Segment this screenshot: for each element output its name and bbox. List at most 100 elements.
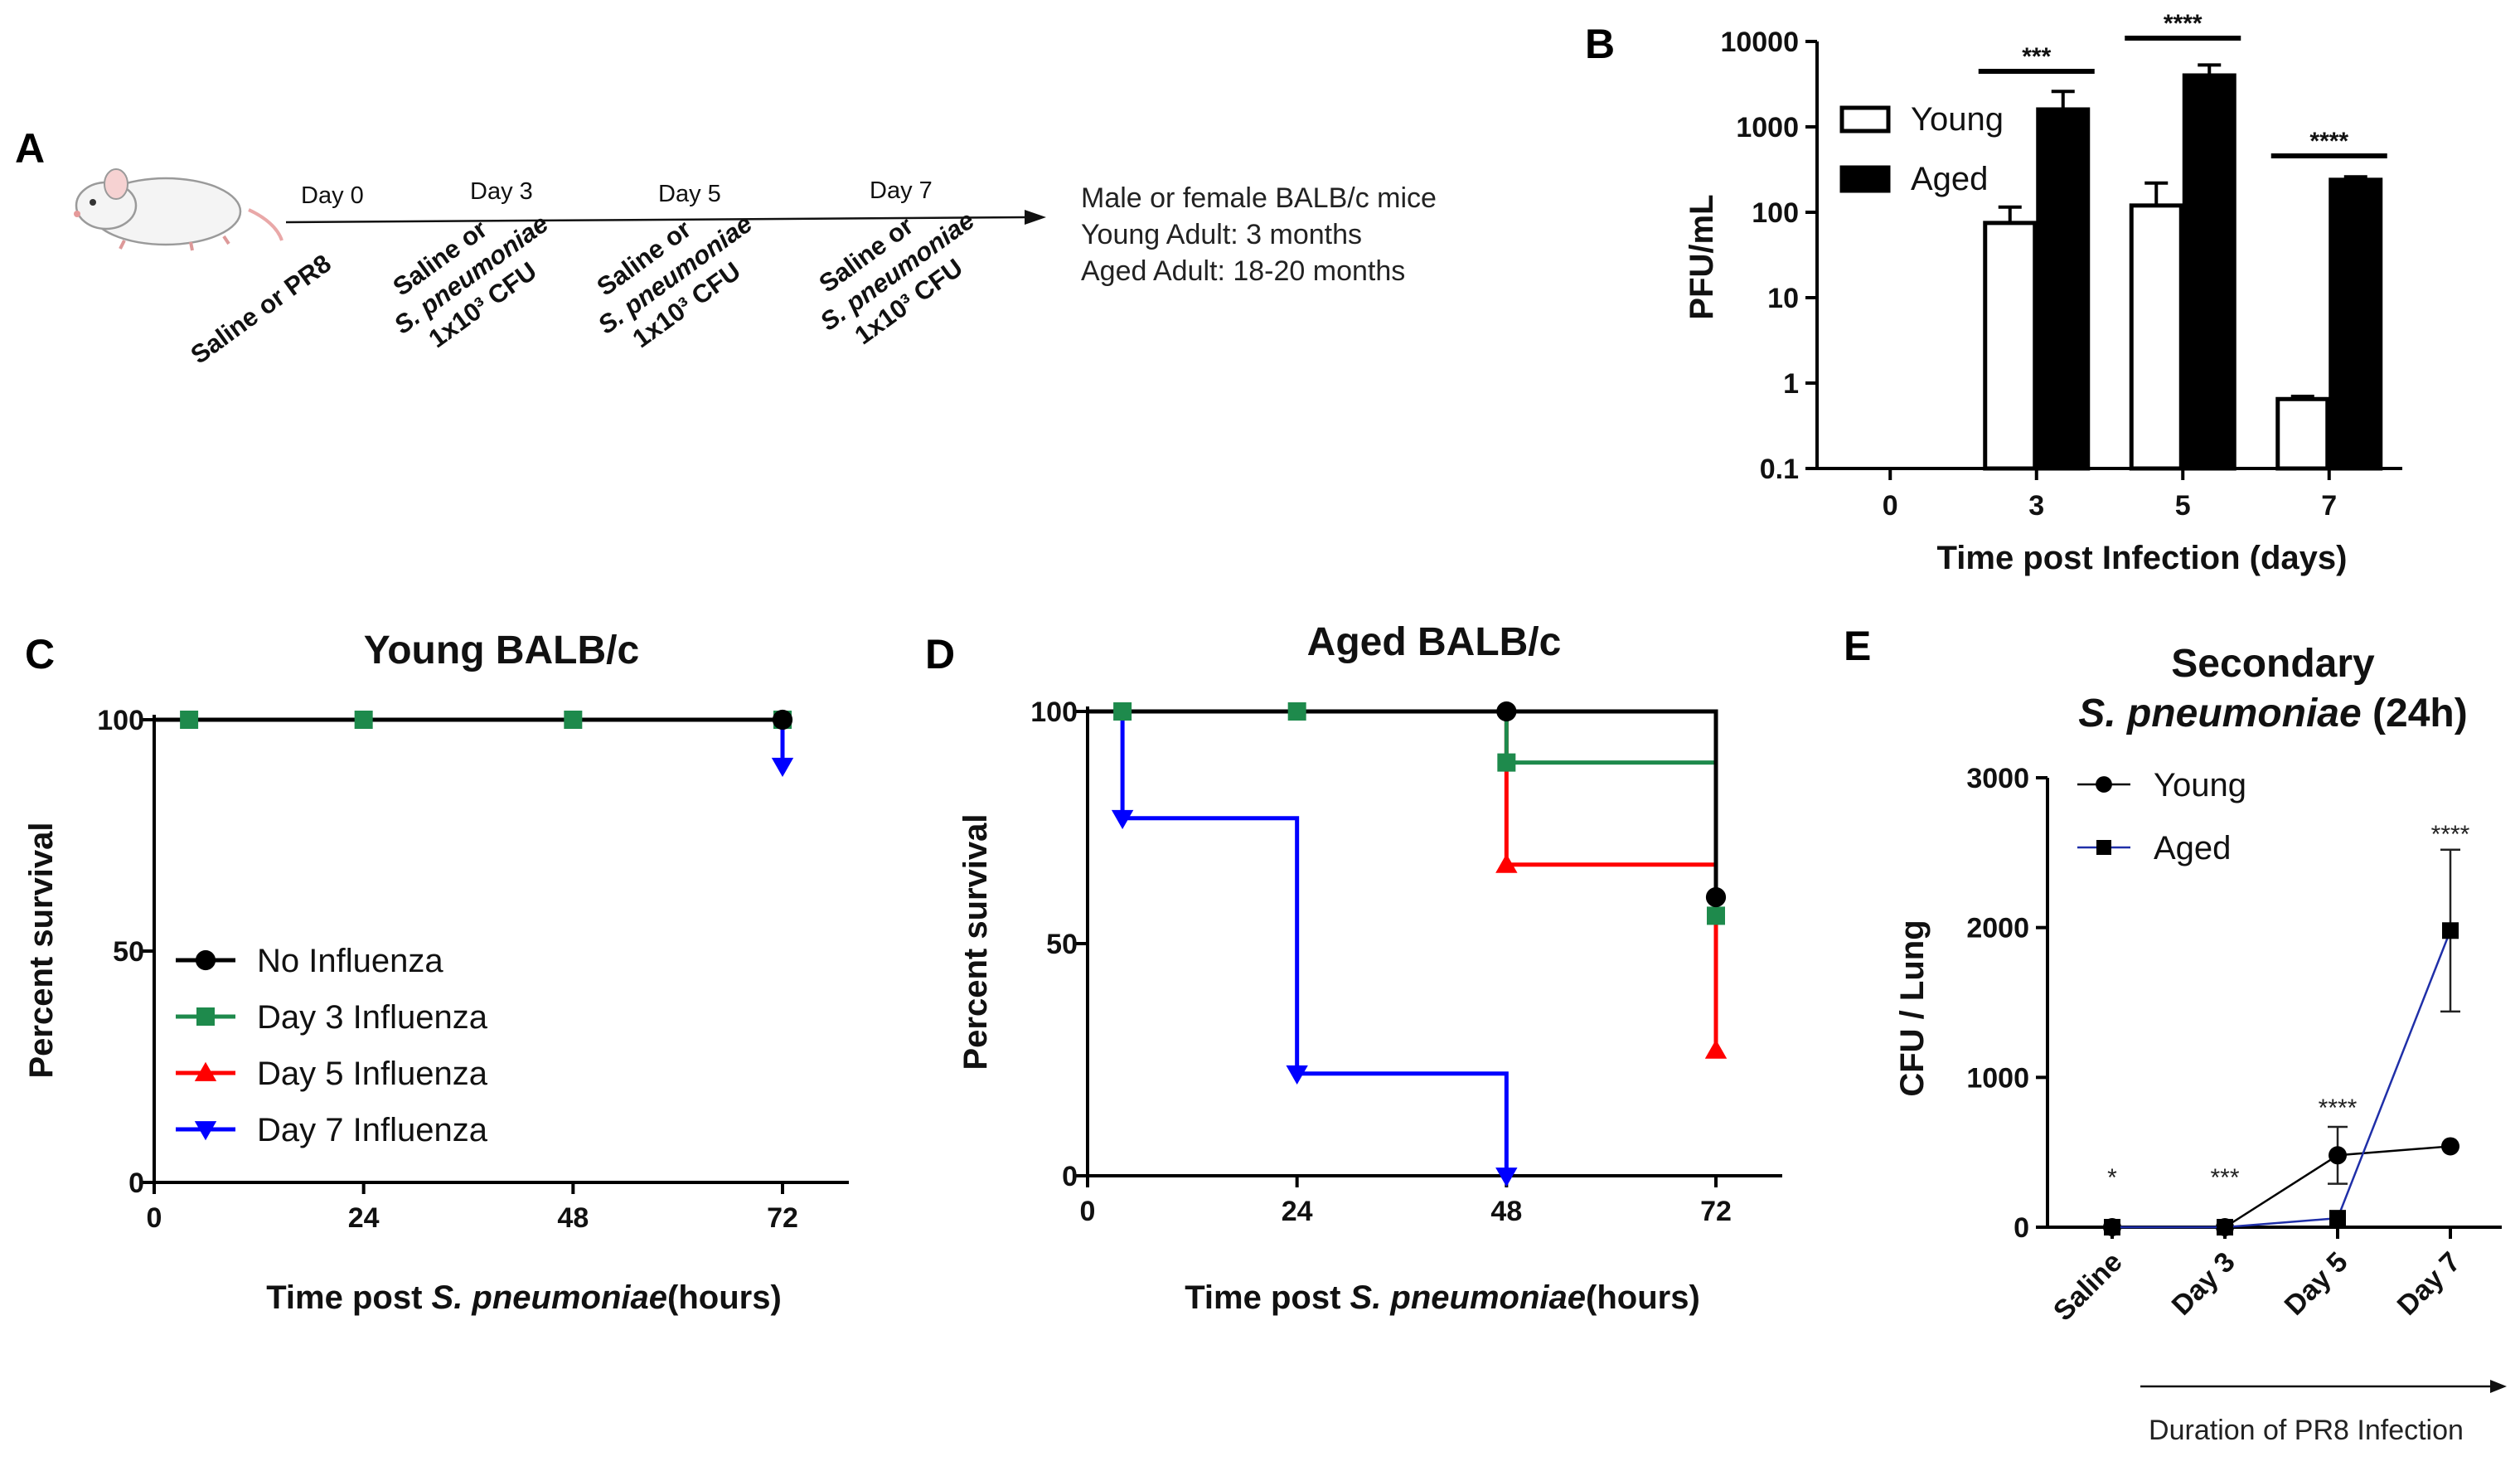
panel-e-marker-1 — [2442, 922, 2459, 939]
panel-c-xlabel-suffix: (hours) — [667, 1279, 782, 1316]
panel-b-ytick-label: 100 — [1752, 197, 1799, 229]
mouse-icon — [74, 168, 284, 251]
panel-d-xlabel-italic: S. pneumoniae — [1350, 1279, 1587, 1316]
panel-c-xlabel: Time post S. pneumoniae(hours) — [266, 1279, 782, 1316]
panel-a: A Day 0 Day 3 Day 5 Day 7 Saline or PR8 … — [15, 125, 1437, 370]
panel-d-ylabel: Percent survival — [957, 813, 994, 1070]
timeline-day5: Day 5 — [658, 181, 721, 207]
treatment-day5: Saline or S. pneumoniae 1x10³ CFU — [592, 209, 758, 354]
panel-e-xtick-label: Saline — [2048, 1246, 2129, 1328]
legend-marker-0 — [195, 949, 216, 971]
panel-d-plot: 0 50 100 0 24 48 72 — [1030, 697, 1782, 1227]
duration-arrow-head — [2490, 1380, 2507, 1393]
panel-b-legend: Young Aged — [1839, 101, 2004, 197]
panel-e-marker-1 — [2104, 1219, 2120, 1235]
panel-e-footer: Duration of PR8 Infection — [2149, 1415, 2464, 1446]
panel-e-legend-marker-0 — [2096, 776, 2112, 793]
panel-c-marker-1 — [354, 711, 373, 729]
panel-b-xtick-label: 0 — [1883, 490, 1898, 522]
panel-b-xtick-label: 3 — [2028, 490, 2044, 522]
panel-d-xtick-label: 48 — [1490, 1196, 1522, 1227]
legend-label-1: Day 3 Influenza — [257, 999, 488, 1036]
timeline-day7: Day 7 — [870, 177, 933, 204]
panel-c-ylabel: Percent survival — [23, 822, 60, 1078]
panel-d-marker-0 — [1705, 886, 1727, 908]
panel-c-title: Young BALB/c — [364, 629, 639, 672]
panel-e-sig-label: **** — [2431, 821, 2470, 848]
treatment-day7: Saline or S. pneumoniae 1x10³ CFU — [814, 206, 980, 351]
panel-c-marker-0 — [772, 709, 793, 731]
panel-b-bar-aged — [2182, 73, 2236, 471]
panel-d-ytick-label: 50 — [1046, 929, 1078, 960]
treatment-day0: Saline or PR8 — [186, 249, 337, 370]
panel-d-letter: D — [925, 631, 955, 677]
panel-c-marker-1 — [564, 711, 583, 729]
panel-b-sig-label: *** — [2022, 43, 2051, 70]
panel-c-line-3 — [154, 717, 785, 766]
panel-b-xtick-label: 7 — [2321, 490, 2337, 522]
panel-d-marker-2 — [1495, 853, 1518, 873]
panel-d-xlabel: Time post S. pneumoniae(hours) — [1185, 1279, 1700, 1316]
panel-c-xlabel-prefix: Time post — [266, 1279, 431, 1316]
panel-b-bar-young — [1983, 221, 2038, 471]
panel-a-letter: A — [15, 125, 45, 172]
panel-b-bar-aged — [2036, 107, 2091, 471]
panel-b-bar-aged — [2329, 177, 2383, 471]
panel-d-marker-1 — [1707, 906, 1725, 925]
panel-d-marker-1 — [1497, 753, 1516, 772]
panel-e-ytick-label: 1000 — [1966, 1062, 2029, 1094]
info-line-3: Aged Adult: 18-20 months — [1081, 255, 1405, 287]
info-line-2: Young Adult: 3 months — [1081, 219, 1362, 250]
panel-c-marker-3 — [771, 757, 794, 777]
panel-c-plot: 0 50 100 0 24 48 72 — [97, 705, 849, 1234]
legend-label-3: Day 7 Influenza — [257, 1112, 488, 1148]
panel-e-title-line1: Secondary — [2171, 642, 2375, 686]
panel-b-ytick-label: 0.1 — [1760, 454, 1799, 485]
panel-e-legend-label-0: Young — [2154, 767, 2246, 803]
panel-c-legend: No Influenza Day 3 Influenza Day 5 Influen… — [176, 943, 488, 1148]
panel-e-title-suffix: (24h) — [2362, 692, 2468, 735]
panel-b-ytick-label: 1000 — [1736, 112, 1799, 143]
panel-b-xtick-label: 5 — [2175, 490, 2191, 522]
panel-e-line-0 — [2112, 1145, 2451, 1229]
panel-e-legend-marker-1 — [2096, 840, 2111, 855]
info-line-1: Male or female BALB/c mice — [1081, 182, 1437, 214]
panel-e-ytick-label: 2000 — [1966, 913, 2029, 944]
panel-d-line-1 — [1088, 709, 1718, 916]
panel-b-ylabel: PFU/mL — [1684, 194, 1720, 319]
panel-e-xtick-label: Day 3 — [2166, 1246, 2241, 1322]
panel-c-xtick-label: 72 — [767, 1202, 798, 1234]
legend-marker-1 — [196, 1007, 215, 1026]
panel-c-letter: C — [25, 631, 55, 677]
panel-d-line-2 — [1504, 711, 1718, 1051]
panel-e-sig-label: * — [2107, 1164, 2117, 1192]
panel-e-legend-label-1: Aged — [2154, 830, 2231, 866]
timeline-day3: Day 3 — [470, 178, 533, 205]
panel-d-marker-1 — [1113, 702, 1132, 721]
panel-e-sig-label: **** — [2319, 1095, 2358, 1122]
panel-c-xtick-label: 24 — [348, 1202, 380, 1234]
panel-c-xtick-label: 0 — [147, 1202, 162, 1234]
panel-e-xtick-label: Day 7 — [2392, 1246, 2467, 1322]
panel-e-title-line2: S. pneumoniae (24h) — [2078, 692, 2467, 735]
panel-d-xtick-label: 24 — [1282, 1196, 1313, 1227]
legend-young-label: Young — [1911, 101, 2004, 138]
panel-e-letter: E — [1844, 623, 1871, 669]
panel-b-xlabel: Time post Infection (days) — [1937, 540, 2348, 576]
panel-d-xtick-label: 72 — [1700, 1196, 1732, 1227]
panel-c: C Young BALB/c 0 50 100 0 24 48 72 Percent sur… — [23, 629, 849, 1316]
panel-c-marker-1 — [180, 711, 199, 729]
legend-young-swatch — [1839, 105, 1891, 133]
panel-e-xtick-label: Day 5 — [2279, 1246, 2354, 1322]
panel-d-ytick-label: 0 — [1062, 1161, 1078, 1192]
panel-b-bar-young — [2129, 203, 2183, 471]
panel-b-ytick-label: 10 — [1767, 283, 1799, 314]
panel-b-bar-young — [2275, 396, 2330, 471]
panel-e-marker-1 — [2217, 1219, 2233, 1235]
panel-c-xtick-label: 48 — [557, 1202, 589, 1234]
panel-b-sig-label: **** — [2309, 128, 2348, 155]
